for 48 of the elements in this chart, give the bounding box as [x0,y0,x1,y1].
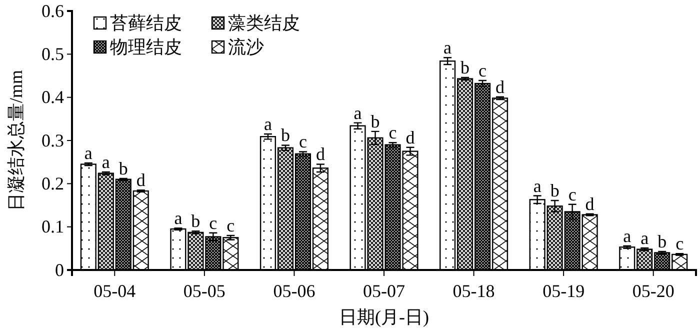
data-label: b [118,158,128,178]
data-label: d [496,76,505,97]
data-label: b [460,57,470,78]
data-label: a [102,152,110,172]
data-label: d [136,170,146,190]
data-label: a [623,226,632,246]
x-tick-label: 05-18 [452,281,495,301]
data-label: d [585,194,594,214]
x-tick-label: 05-19 [542,281,585,301]
data-label: a [84,142,92,163]
data-label: a [640,228,649,248]
data-label: c [388,122,397,143]
legend-label: 物理结皮 [110,37,182,57]
data-label: b [370,111,380,132]
y-tick-label: 0.4 [42,87,64,108]
y-tick-label: 0 [55,260,64,280]
x-tick-label: 05-04 [94,281,136,301]
legend-label: 藻类结皮 [228,13,300,33]
y-tick-label: 0.3 [42,130,64,150]
data-label: d [406,127,415,148]
x-tick-label: 05-20 [632,281,674,301]
x-tick-label: 05-07 [363,281,405,301]
y-tick-label: 0.1 [42,216,64,237]
y-tick-label: 0.5 [42,44,64,64]
x-tick-label: 05-06 [273,281,316,301]
data-label: c [298,132,307,152]
y-axis-title: 日凝结水总量/mm [6,70,26,212]
data-label: a [174,208,182,228]
y-tick-label: 0.6 [42,0,64,21]
x-axis-title: 日期(月-日) [339,307,429,327]
data-label: a [533,176,542,196]
data-label: c [226,215,235,236]
data-label: b [550,180,560,200]
x-tick-label: 05-05 [183,281,226,301]
data-label: b [280,125,290,146]
data-label: d [316,144,325,164]
data-label: c [568,184,576,204]
data-label: a [354,102,362,123]
data-label: b [658,231,667,252]
data-label: c [676,234,684,254]
y-tick-label: 0.2 [42,173,64,194]
data-label: c [478,60,487,80]
legend-label: 苔藓结皮 [110,13,182,33]
data-label: b [191,211,200,232]
data-label: c [209,212,218,233]
legend-label: 流沙 [228,37,264,57]
data-label: a [444,38,452,58]
data-label: a [264,114,272,134]
